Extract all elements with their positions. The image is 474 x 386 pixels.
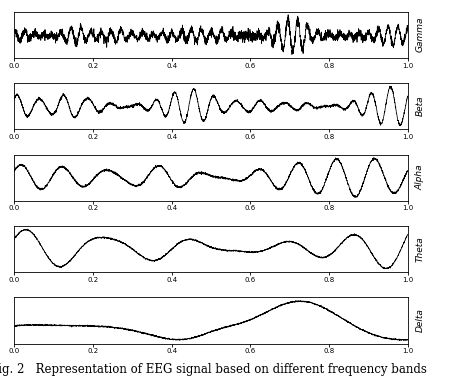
Text: Fig. 2   Representation of EEG signal based on different frequency bands: Fig. 2 Representation of EEG signal base… — [0, 363, 427, 376]
Text: Delta: Delta — [416, 308, 425, 332]
Text: Alpha: Alpha — [416, 165, 425, 190]
Text: Theta: Theta — [416, 236, 425, 262]
Text: Gamma: Gamma — [416, 17, 425, 52]
Text: Beta: Beta — [416, 96, 425, 117]
